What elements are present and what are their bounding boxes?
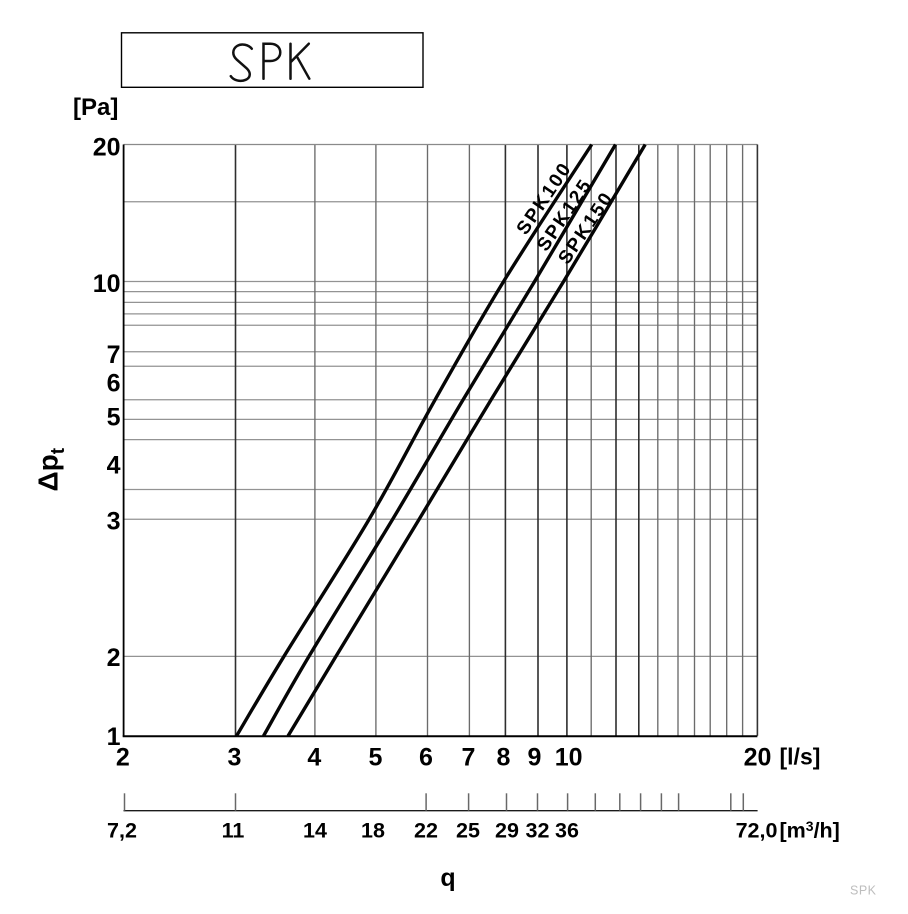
- svg-text:SPK: SPK: [850, 884, 877, 898]
- svg-text:[Pa]: [Pa]: [73, 94, 118, 121]
- svg-text:7: 7: [107, 341, 121, 369]
- svg-text:25: 25: [456, 819, 480, 843]
- svg-text:5: 5: [107, 403, 121, 431]
- svg-text:q: q: [440, 864, 455, 892]
- svg-text:29: 29: [495, 819, 519, 843]
- svg-text:Δpt: Δpt: [33, 447, 70, 491]
- svg-text:32: 32: [526, 819, 550, 843]
- svg-text:10: 10: [555, 744, 583, 772]
- svg-text:7,2: 7,2: [107, 819, 137, 843]
- svg-text:8: 8: [496, 744, 510, 772]
- svg-text:10: 10: [93, 270, 121, 298]
- svg-text:36: 36: [555, 819, 579, 843]
- svg-text:22: 22: [414, 819, 438, 843]
- svg-text:11: 11: [222, 819, 245, 843]
- svg-text:4: 4: [307, 744, 321, 772]
- svg-text:6: 6: [107, 369, 121, 397]
- svg-text:18: 18: [361, 819, 385, 843]
- svg-text:20: 20: [93, 133, 121, 161]
- svg-text:9: 9: [527, 744, 541, 772]
- svg-text:4: 4: [107, 451, 121, 479]
- svg-text:[m3/h]: [m3/h]: [780, 818, 840, 843]
- svg-text:6: 6: [419, 744, 433, 772]
- svg-text:1: 1: [107, 723, 121, 751]
- svg-text:20: 20: [744, 744, 772, 772]
- svg-text:[l/s]: [l/s]: [780, 744, 821, 770]
- svg-text:5: 5: [369, 744, 383, 772]
- svg-text:3: 3: [107, 507, 121, 535]
- svg-text:3: 3: [228, 744, 242, 772]
- svg-text:72,0: 72,0: [736, 819, 778, 843]
- svg-text:2: 2: [116, 744, 130, 772]
- svg-text:7: 7: [461, 744, 475, 772]
- svg-text:2: 2: [107, 644, 121, 672]
- svg-text:14: 14: [303, 819, 327, 843]
